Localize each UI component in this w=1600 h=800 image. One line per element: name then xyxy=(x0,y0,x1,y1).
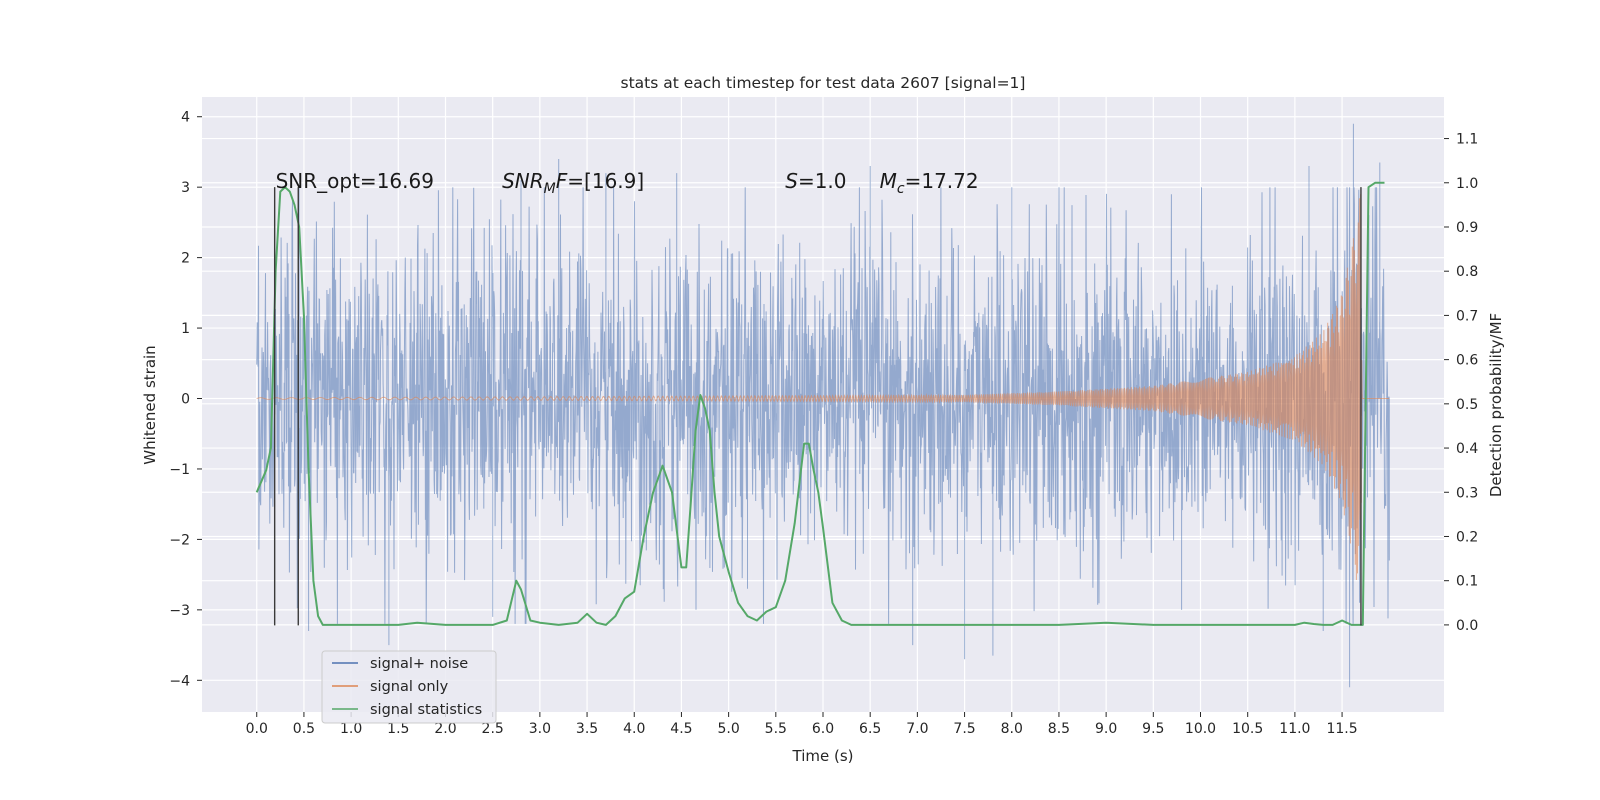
vertical-lines-layer xyxy=(273,187,1362,626)
legend-box xyxy=(321,650,497,724)
annotation-part: M xyxy=(880,169,897,193)
legend-label-signal-statistics: signal statistics xyxy=(370,702,482,718)
x-tick-label: 4.5 xyxy=(670,721,692,737)
y-right-tick-label: 0.8 xyxy=(1456,264,1478,280)
y-tick-label: 2 xyxy=(181,251,190,267)
y-axis-label: Whitened strain xyxy=(141,345,159,464)
signal-only-line xyxy=(256,194,1390,581)
annotation-part: =17.72 xyxy=(905,169,979,193)
y-right-tick-label: 0.6 xyxy=(1456,353,1478,369)
signal-statistics-line xyxy=(255,181,1385,626)
x-tick-label: 10.0 xyxy=(1185,721,1216,737)
annotation-part: F xyxy=(556,169,568,193)
annotation-text: S=1.0 xyxy=(785,169,846,193)
x-tick-label: 11.5 xyxy=(1326,721,1357,737)
legend-label-signal-only: signal only xyxy=(370,679,449,695)
y-right-tick-label: 0.3 xyxy=(1456,485,1478,501)
x-tick-label: 11.0 xyxy=(1279,721,1310,737)
y-right-tick-label: 0.2 xyxy=(1456,529,1478,545)
y-tick-label: −1 xyxy=(169,462,190,478)
y-tick-label: −2 xyxy=(169,532,190,548)
x-tick-label: 7.0 xyxy=(906,721,928,737)
y-right-tick-label: 1.0 xyxy=(1456,176,1478,192)
x-tick-label: 2.0 xyxy=(434,721,456,737)
x-axis-label: Time (s) xyxy=(792,747,854,765)
annotations-layer: SNR_opt=16.69 SNRMF=[16.9] S=1.0 Mc=17.72 xyxy=(276,169,979,197)
annotation-text: SNR_opt=16.69 xyxy=(276,169,434,193)
x-tick-label: 5.5 xyxy=(765,721,787,737)
annotation-part: SNR xyxy=(502,169,544,193)
tick-labels-layer: 0.0 0.5 1.0 1.5 2.0 2.5 3.0 3.5 4.0 4.5 5.0 5.5 6.0 6… xyxy=(169,110,1478,737)
signal-statistics-series-layer xyxy=(255,181,1385,626)
y-right-tick-label: 0.4 xyxy=(1456,441,1478,457)
annotation-part: M xyxy=(544,181,556,197)
y-right-tick-label: 0.7 xyxy=(1456,308,1478,324)
y-tick-label: 4 xyxy=(181,110,190,126)
x-tick-label: 9.5 xyxy=(1142,721,1164,737)
x-tick-label: 7.5 xyxy=(953,721,975,737)
x-tick-label: 1.0 xyxy=(340,721,362,737)
legend: signal+ noise signal only signal statist… xyxy=(321,650,497,724)
x-tick-label: 6.5 xyxy=(859,721,881,737)
y-tick-label: 0 xyxy=(181,392,190,408)
x-tick-label: 4.0 xyxy=(623,721,645,737)
y-tick-label: 1 xyxy=(181,321,190,337)
x-tick-label: 6.0 xyxy=(812,721,834,737)
annotation-part: c xyxy=(897,181,905,197)
x-tick-label: 0.5 xyxy=(293,721,315,737)
x-tick-label: 3.0 xyxy=(529,721,551,737)
x-tick-label: 1.5 xyxy=(387,721,409,737)
y-right-axis-label: Detection probability/MF xyxy=(1487,313,1505,497)
x-tick-label: 8.5 xyxy=(1048,721,1070,737)
x-tick-label: 9.0 xyxy=(1095,721,1117,737)
x-tick-label: 5.0 xyxy=(717,721,739,737)
y-right-tick-label: 0.5 xyxy=(1456,397,1478,413)
annotation-part: =1.0 xyxy=(798,169,847,193)
signal-only-series-layer xyxy=(256,194,1390,581)
x-tick-label: 2.5 xyxy=(482,721,504,737)
y-tick-label: 3 xyxy=(181,180,190,196)
annotation-part: S xyxy=(785,169,798,193)
annotation-part: SNR_opt=16.69 xyxy=(276,169,434,193)
x-tick-label: 10.5 xyxy=(1232,721,1263,737)
annotation-text: SNRMF=[16.9] xyxy=(502,169,644,197)
y-right-tick-label: 0.0 xyxy=(1456,618,1478,634)
chart-title: stats at each timestep for test data 260… xyxy=(621,74,1026,92)
y-right-tick-label: 0.9 xyxy=(1456,220,1478,236)
y-tick-label: −4 xyxy=(169,673,190,689)
annotation-text: Mc=17.72 xyxy=(880,169,979,197)
y-right-tick-label: 0.1 xyxy=(1456,574,1478,590)
y-tick-label: −3 xyxy=(169,603,190,619)
x-tick-label: 8.0 xyxy=(1001,721,1023,737)
x-tick-label: 3.5 xyxy=(576,721,598,737)
x-tick-label: 0.0 xyxy=(246,721,268,737)
annotation-part: =[16.9] xyxy=(567,169,644,193)
legend-label-signal-noise: signal+ noise xyxy=(370,656,468,672)
y-right-tick-label: 1.1 xyxy=(1456,132,1478,148)
